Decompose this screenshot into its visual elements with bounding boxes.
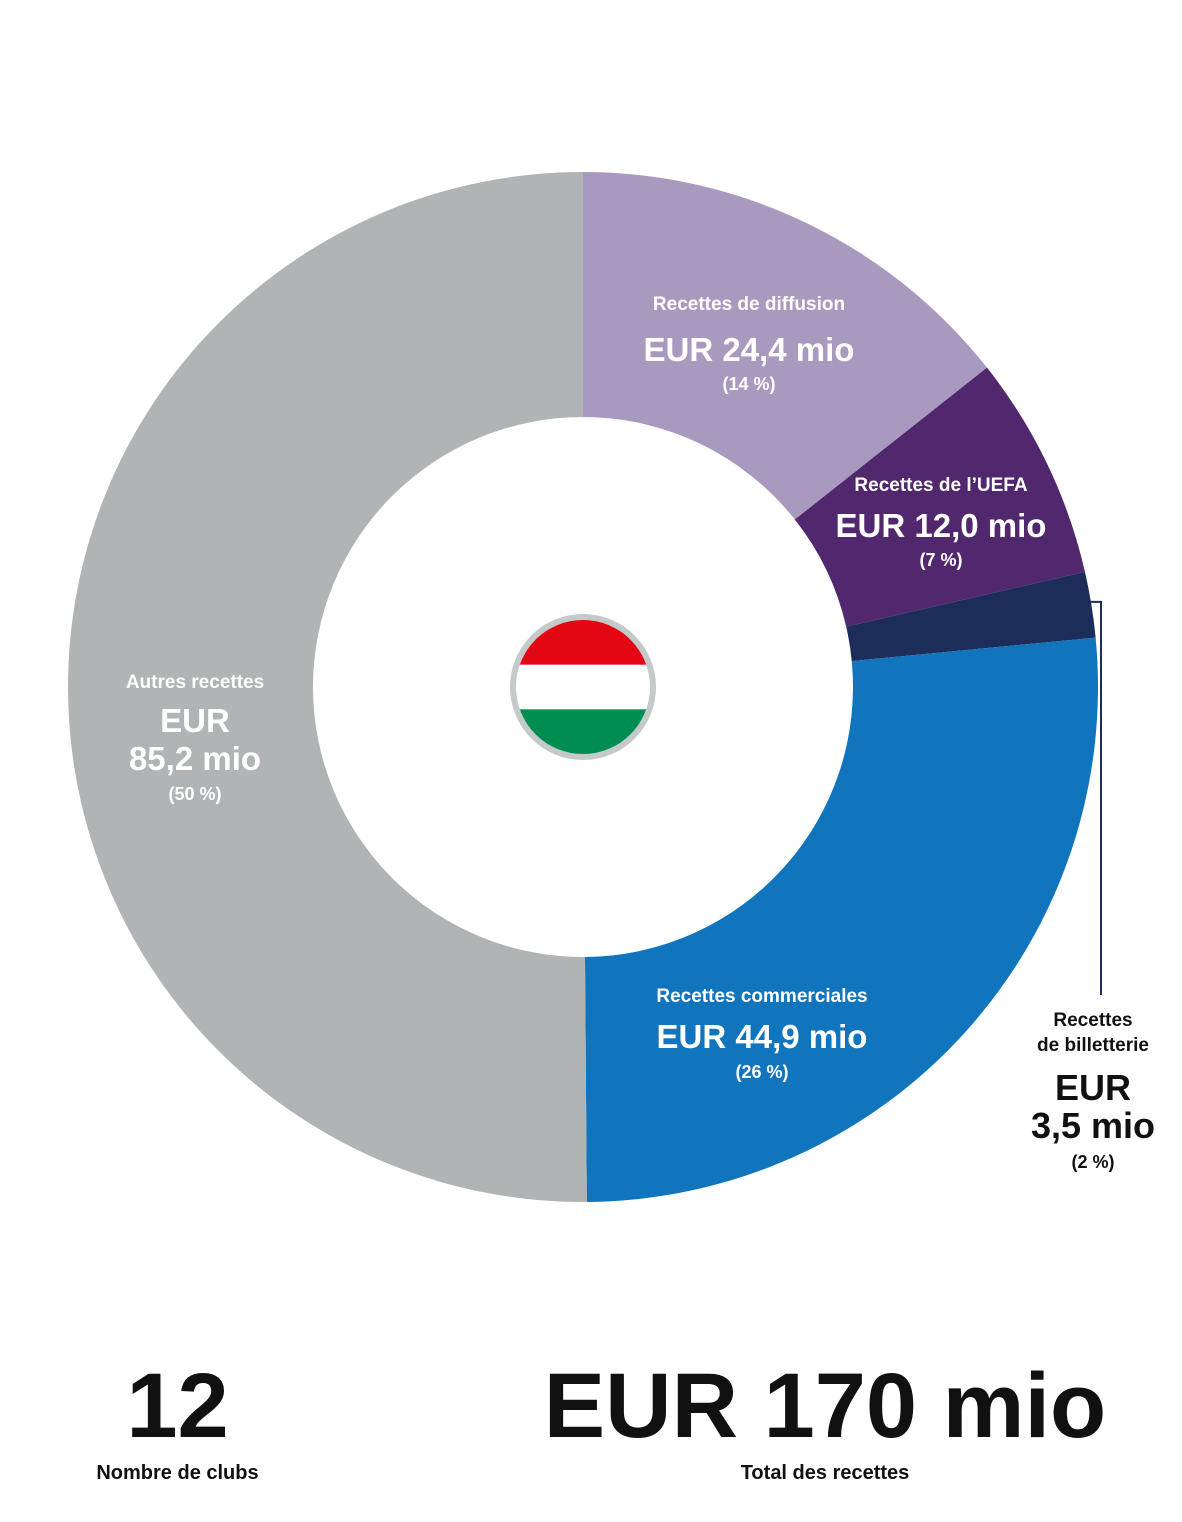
slice-ticketing <box>846 571 1096 662</box>
segment-percent: (14 %) <box>722 374 775 394</box>
segment-label: Autres recettes <box>126 672 264 693</box>
slice-broadcast <box>583 172 987 520</box>
segment-percent: (2 %) <box>1071 1152 1114 1172</box>
segment-label: Recettes commerciales <box>656 986 867 1007</box>
slice-label-commercial: Recettes commerciales EUR 44,9 mio (26 %) <box>656 986 867 1082</box>
segment-label-line: de billetterie <box>1037 1035 1149 1056</box>
segment-amount-line: 3,5 mio <box>1031 1105 1155 1146</box>
segment-label: Recettes de l’UEFA <box>854 475 1027 496</box>
total-revenue-value: EUR 170 mio <box>543 1355 1107 1457</box>
segment-percent: (50 %) <box>168 784 221 804</box>
slice-label-broadcast: Recettes de diffusion EUR 24,4 mio (14 %) <box>644 294 855 394</box>
segment-label-line: Recettes <box>1053 1010 1132 1031</box>
segment-amount-line: 85,2 mio <box>129 740 261 777</box>
total-revenue-label: Total des recettes <box>740 1462 910 1484</box>
segment-amount-line: EUR <box>160 702 230 739</box>
segment-percent: (26 %) <box>735 1062 788 1082</box>
slice-uefa <box>794 367 1085 627</box>
segment-amount: EUR 12,0 mio <box>836 507 1047 544</box>
hungary-flag-icon <box>510 614 656 760</box>
segment-label: Recettes de diffusion <box>653 294 845 315</box>
ticketing-leader-line <box>1090 600 1102 995</box>
clubs-count-value: 12 <box>126 1355 229 1457</box>
segment-amount: EUR 44,9 mio <box>657 1018 868 1055</box>
slice-other <box>68 172 587 1202</box>
clubs-count-label: Nombre de clubs <box>96 1462 259 1484</box>
slice-label-uefa: Recettes de l’UEFA EUR 12,0 mio (7 %) <box>836 475 1047 570</box>
segment-amount-line: EUR <box>1055 1067 1131 1108</box>
segment-amount: EUR 24,4 mio <box>644 331 855 368</box>
segment-percent: (7 %) <box>919 550 962 570</box>
slice-commercial <box>584 637 1099 1202</box>
